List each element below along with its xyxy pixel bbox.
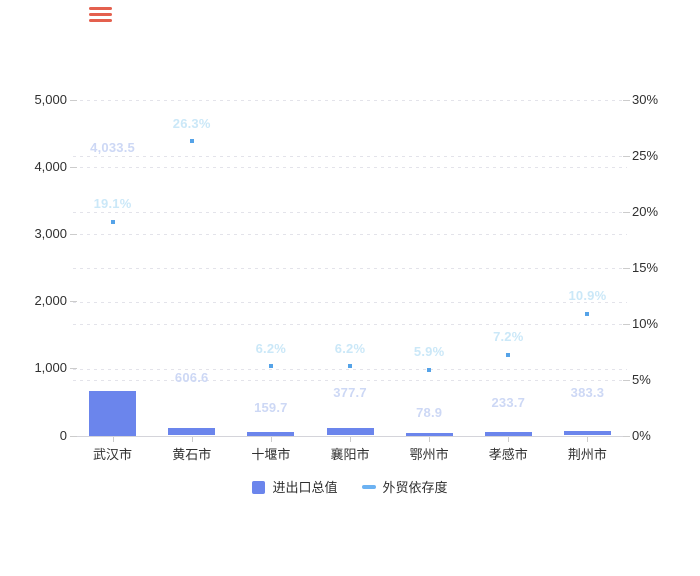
x-axis-category-label: 黄石市 xyxy=(172,447,212,462)
left-axis-tick xyxy=(70,167,77,169)
x-axis-tick xyxy=(429,436,431,442)
scatter-point[interactable] xyxy=(506,352,511,357)
right-axis-tick-label: 10% xyxy=(632,315,659,331)
x-axis-category-label: 十堰市 xyxy=(251,447,291,462)
bar[interactable] xyxy=(484,431,532,436)
bar-value-label: 78.9 xyxy=(416,405,443,421)
gridline xyxy=(73,301,627,303)
x-axis-tick xyxy=(350,436,351,442)
percent-value-label: 10.9% xyxy=(568,288,607,304)
scatter-point[interactable] xyxy=(189,139,194,144)
right-axis-tick xyxy=(623,323,630,325)
bar[interactable] xyxy=(89,390,137,436)
hamburger-bar xyxy=(89,7,112,10)
bar-value-label: 377.7 xyxy=(333,385,367,401)
scatter-point[interactable] xyxy=(110,219,115,224)
scatter-point[interactable] xyxy=(348,364,352,369)
left-axis-tick xyxy=(70,301,77,303)
left-axis-tick-label: 5,000 xyxy=(34,92,67,107)
percent-value-label: 26.3% xyxy=(172,115,211,131)
left-axis-tick-label: 2,000 xyxy=(34,293,67,309)
right-axis-tick xyxy=(623,379,630,381)
x-axis-line xyxy=(71,435,630,437)
right-axis-tick xyxy=(623,155,630,157)
line-series-swatch-icon xyxy=(361,485,376,489)
percent-value-label: 7.2% xyxy=(493,329,524,345)
x-axis-category-label: 鄂州市 xyxy=(409,447,449,462)
gridline xyxy=(73,379,627,381)
x-axis-tick xyxy=(191,436,193,442)
left-axis-tick-label: 1,000 xyxy=(34,360,67,376)
x-axis-category-label: 荆州市 xyxy=(567,447,607,462)
right-axis-tick xyxy=(623,100,630,101)
bar[interactable] xyxy=(405,432,453,436)
bar-value-label: 233.7 xyxy=(491,394,526,410)
right-axis-tick xyxy=(623,211,630,213)
gridline xyxy=(73,167,627,168)
gridline xyxy=(73,323,627,325)
scatter-point[interactable] xyxy=(585,311,590,316)
bar[interactable] xyxy=(326,428,374,436)
left-axis-tick xyxy=(70,100,77,101)
bar-value-label: 4,033.5 xyxy=(90,139,135,155)
gridline xyxy=(73,268,627,269)
x-axis-tick xyxy=(112,436,114,442)
gridline xyxy=(73,368,627,370)
x-axis-category-label: 孝感市 xyxy=(488,447,528,462)
left-axis-tick-label: 4,000 xyxy=(34,159,67,175)
hamburger-menu-icon[interactable] xyxy=(89,7,112,22)
right-axis-tick xyxy=(623,267,630,269)
right-axis-tick xyxy=(623,435,630,437)
bar-value-label: 606.6 xyxy=(174,369,209,385)
percent-value-label: 5.9% xyxy=(413,344,445,360)
x-axis-tick xyxy=(270,436,272,442)
right-axis-tick-label: 5% xyxy=(632,371,651,387)
x-axis-tick xyxy=(508,436,510,442)
left-axis-tick-label: 3,000 xyxy=(34,226,67,242)
legend-label-bar: 进出口总值 xyxy=(272,479,338,495)
x-axis-category-label: 襄阳市 xyxy=(330,447,370,462)
bar-value-label: 383.3 xyxy=(570,384,605,400)
gridline xyxy=(73,156,627,157)
right-axis-tick-label: 20% xyxy=(632,203,659,219)
scatter-point[interactable] xyxy=(427,367,432,372)
right-axis-tick-label: 25% xyxy=(632,147,659,163)
hamburger-bar xyxy=(89,19,112,22)
left-axis-tick xyxy=(70,435,77,437)
hamburger-bar xyxy=(89,13,112,16)
left-axis-tick xyxy=(70,234,77,236)
bar[interactable] xyxy=(168,427,216,436)
gridline xyxy=(73,234,627,235)
legend-item-import-export-total[interactable]: 进出口总值 xyxy=(252,479,338,495)
bar-series-swatch-icon xyxy=(252,480,266,494)
percent-value-label: 19.1% xyxy=(93,196,132,212)
bar[interactable] xyxy=(247,432,295,436)
x-axis-tick xyxy=(587,436,589,442)
percent-value-label: 6.2% xyxy=(255,340,287,356)
right-axis-tick-label: 15% xyxy=(632,259,659,275)
left-axis-tick-label: 0 xyxy=(59,427,67,443)
x-axis-category-label: 武汉市 xyxy=(93,447,133,462)
left-axis-tick xyxy=(70,368,77,370)
legend: 进出口总值 外贸依存度 xyxy=(0,478,700,496)
bar[interactable] xyxy=(563,430,611,436)
gridline xyxy=(73,100,627,101)
legend-item-trade-dependence[interactable]: 外贸依存度 xyxy=(361,479,448,495)
bar-value-label: 159.7 xyxy=(254,399,288,415)
percent-value-label: 6.2% xyxy=(334,340,366,356)
gridline xyxy=(73,212,627,213)
scatter-point[interactable] xyxy=(268,364,273,369)
right-axis-tick-label: 30% xyxy=(632,92,659,107)
legend-label-line: 外贸依存度 xyxy=(382,479,448,495)
right-axis-tick-label: 0% xyxy=(632,427,651,443)
